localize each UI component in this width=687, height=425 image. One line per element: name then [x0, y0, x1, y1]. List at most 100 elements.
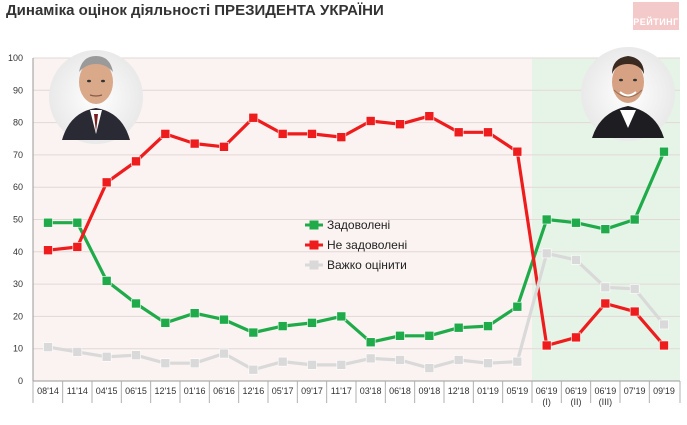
- data-point: [101, 351, 112, 362]
- data-point: [219, 314, 229, 325]
- y-tick-label: 40: [13, 247, 23, 257]
- data-point: [541, 214, 552, 225]
- legend-label: Важко оцінити: [327, 258, 407, 272]
- data-point: [541, 340, 552, 351]
- data-point: [365, 116, 376, 126]
- x-tick-label: 04'15: [96, 386, 118, 396]
- logo-text: РЕЙТИНГ: [633, 17, 679, 27]
- data-point: [189, 138, 200, 149]
- x-tick-label: 06'15: [125, 386, 147, 396]
- data-point: [43, 245, 53, 255]
- data-point: [277, 129, 288, 139]
- data-point: [541, 248, 552, 259]
- x-tick-label: (II): [571, 397, 582, 407]
- data-point: [571, 255, 581, 265]
- data-point: [395, 119, 405, 130]
- data-point: [277, 356, 288, 367]
- data-point: [453, 322, 464, 333]
- x-tick-label: 06'18: [389, 386, 411, 396]
- data-point: [483, 127, 493, 138]
- data-point: [131, 350, 141, 360]
- data-point: [189, 358, 200, 369]
- data-point: [336, 132, 347, 142]
- x-tick-label: 03'18: [360, 386, 382, 396]
- x-tick-label: 07'19: [624, 386, 646, 396]
- data-point: [659, 340, 669, 351]
- data-point: [600, 224, 611, 234]
- data-point: [307, 129, 317, 139]
- data-point: [160, 129, 171, 139]
- y-tick-label: 100: [8, 53, 23, 63]
- data-point: [512, 356, 523, 367]
- y-tick-label: 0: [18, 376, 23, 386]
- y-tick-label: 60: [13, 182, 23, 192]
- x-tick-label: (I): [542, 397, 551, 407]
- data-point: [571, 217, 581, 228]
- data-point: [629, 306, 640, 317]
- x-tick-label: 06'19: [565, 386, 587, 396]
- portrait-right: [581, 47, 675, 141]
- data-point: [365, 353, 376, 364]
- rating-logo: РЕЙТИНГ: [633, 2, 679, 30]
- data-point: [72, 242, 83, 252]
- data-point: [483, 358, 493, 369]
- data-point: [395, 330, 405, 341]
- data-point: [72, 347, 83, 357]
- data-point: [512, 146, 523, 157]
- data-point: [424, 111, 435, 121]
- y-tick-label: 20: [13, 311, 23, 321]
- legend-label: Не задоволені: [327, 238, 407, 252]
- data-point: [219, 142, 229, 152]
- data-point: [131, 156, 141, 167]
- data-point: [453, 355, 464, 365]
- x-tick-label: 12'15: [154, 386, 176, 396]
- page-title: Динаміка оцінок діяльності ПРЕЗИДЕНТА УК…: [6, 2, 384, 19]
- x-tick-label: 01'19: [477, 386, 499, 396]
- series-line: [47, 251, 666, 372]
- data-point: [453, 127, 464, 138]
- data-point: [72, 217, 83, 228]
- portrait-left: [49, 50, 143, 144]
- legend-label: Задоволені: [327, 218, 390, 232]
- data-point: [659, 319, 669, 330]
- data-point: [131, 298, 141, 309]
- data-point: [307, 318, 317, 328]
- x-tick-label: 09'17: [301, 386, 323, 396]
- data-point: [629, 214, 640, 225]
- data-point: [248, 112, 259, 123]
- data-point: [395, 355, 405, 365]
- data-point: [483, 321, 493, 331]
- x-tick-label: 06'19: [594, 386, 616, 396]
- legend-marker: [309, 220, 319, 230]
- y-tick-label: 50: [13, 215, 23, 225]
- data-point: [219, 348, 229, 359]
- legend: Задоволені Не задоволені Важко оцінити: [305, 218, 407, 272]
- x-tick-label: 06'19: [536, 386, 558, 396]
- x-tick-label: 08'14: [37, 386, 59, 396]
- legend-marker: [309, 260, 319, 270]
- x-tick-label: 09'19: [653, 386, 675, 396]
- data-point: [659, 146, 669, 157]
- x-tick-label: (III): [599, 397, 613, 407]
- data-point: [101, 276, 112, 286]
- series-line: [47, 114, 666, 348]
- series-line: [48, 151, 666, 344]
- y-tick-label: 10: [13, 344, 23, 354]
- data-point: [571, 332, 581, 343]
- data-point: [365, 337, 376, 348]
- data-point: [600, 282, 611, 293]
- data-point: [600, 298, 611, 309]
- x-tick-label: 11'14: [67, 386, 88, 396]
- x-tick-label: 12'16: [242, 386, 264, 396]
- data-point: [277, 321, 288, 331]
- data-point: [512, 301, 523, 312]
- y-tick-label: 90: [13, 85, 23, 95]
- data-point: [336, 311, 347, 322]
- data-point: [424, 330, 435, 341]
- data-point: [629, 284, 640, 294]
- x-tick-label: 01'16: [184, 386, 206, 396]
- data-point: [43, 342, 53, 352]
- data-point: [307, 360, 317, 370]
- data-point: [424, 363, 435, 373]
